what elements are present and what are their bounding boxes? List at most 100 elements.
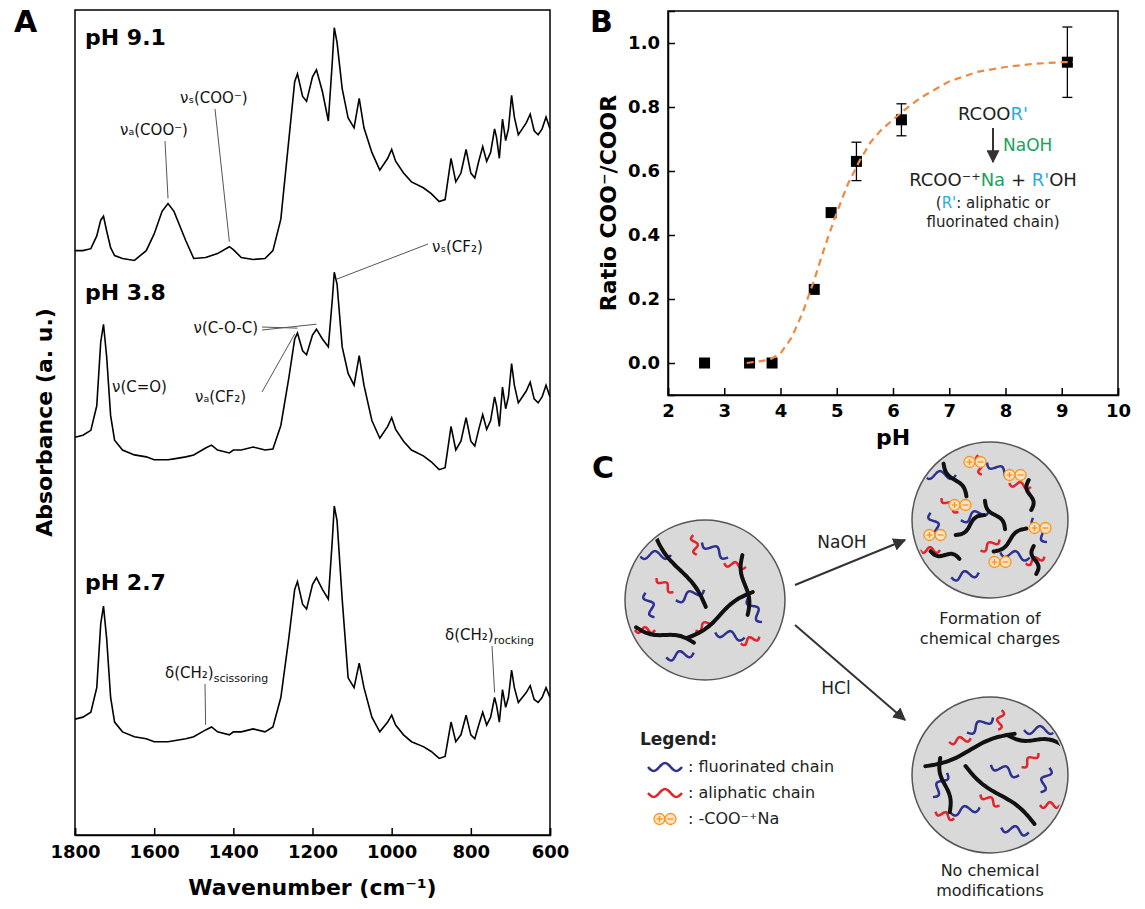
backbone-chain [1026, 480, 1033, 510]
charge-icon [654, 814, 676, 825]
reaction-scheme: RCOOR'NaOHRCOO⁻⁺Na + R'OH(R': aliphatic … [909, 103, 1077, 231]
charge-icon [949, 500, 971, 511]
tick: 0.2 [628, 288, 675, 309]
charge-icon [989, 557, 1011, 568]
charge-sign [938, 534, 944, 535]
charge-sign [1018, 474, 1024, 475]
axis-line [76, 828, 551, 836]
formula-part: OH [1049, 169, 1077, 190]
formula-part: R' [1011, 103, 1028, 124]
particle-body [912, 697, 1068, 853]
error-cap [896, 103, 906, 104]
tick: 1.0 [628, 32, 675, 53]
tick: 6 [887, 388, 900, 421]
charge-sign [659, 816, 660, 822]
charge-sign [994, 559, 995, 565]
aliphatic-chain [691, 535, 698, 555]
spectrum-line [75, 272, 550, 469]
tick: 0.4 [628, 224, 675, 245]
panel-b: 23456789100.00.20.40.60.81.0pHRatio COO⁻… [590, 4, 1131, 450]
band-label: ν(C=O) [112, 378, 167, 396]
leader-line [165, 141, 168, 198]
formula-part: RCOO⁻⁺ [909, 169, 981, 190]
fluorinated-chain [1001, 826, 1029, 835]
backbone-chain [1008, 735, 1062, 745]
tick: 800 [453, 828, 491, 862]
formula-part: Na [981, 169, 1006, 190]
leader-line [492, 646, 495, 693]
charge-sign [929, 532, 930, 538]
tick-label: 0.8 [628, 96, 660, 117]
tick-label: 0.0 [628, 352, 660, 373]
leader-line [215, 109, 229, 242]
tick-mark [1005, 388, 1007, 395]
caption: No chemical [941, 861, 1040, 880]
tick-mark [1062, 388, 1064, 395]
tick-label: 5 [831, 400, 844, 421]
formula: RCOO⁻⁺Na + R'OH [909, 169, 1077, 190]
fluorinated-chain [991, 765, 1019, 777]
charge-circle [989, 557, 1000, 568]
formula: NaOH [1003, 135, 1052, 155]
charge-circle [1040, 523, 1051, 534]
formula-part: NaOH [1003, 135, 1052, 155]
axis: 18001600140012001000800600 [50, 828, 569, 862]
charge-circle [960, 500, 971, 511]
band-label: ν(C-O-C) [194, 319, 259, 337]
tick: 9 [1056, 388, 1069, 421]
tick: 1000 [367, 828, 417, 862]
tick: 1200 [288, 828, 338, 862]
error-cap [851, 142, 861, 143]
particle [912, 697, 1068, 853]
tick-label: 4 [775, 400, 788, 421]
fluorinated-chain [1024, 726, 1056, 734]
formula: (R': aliphatic or [936, 194, 1051, 212]
formula: RCOOR' [958, 103, 1028, 124]
tick-label: 0.2 [628, 288, 660, 309]
band-label: νₐ(COO⁻) [120, 121, 188, 139]
formula: fluorinated chain) [926, 213, 1059, 231]
charge-sign [1009, 472, 1010, 478]
reagent-label: NaOH [817, 532, 866, 552]
tick-mark [668, 299, 675, 301]
error-cap [1062, 26, 1072, 27]
formula-part: R' [942, 194, 957, 212]
axis-title: pH [876, 425, 910, 450]
tick-mark [471, 828, 473, 835]
band-label: νₛ(CF₂) [432, 238, 483, 256]
backbone-chain [741, 555, 750, 615]
fluorinated-chain [951, 571, 979, 580]
charge-circle [935, 530, 946, 541]
reaction-arrow [992, 128, 994, 162]
reaction-arrow [795, 625, 905, 720]
axis-title: Absorbance (a. u.) [32, 308, 57, 537]
figure: 18001600140012001000800600pH 9.1pH 3.8pH… [0, 0, 1145, 909]
caption: Formation of [939, 609, 1041, 628]
tick: 0.6 [628, 160, 675, 181]
tick: 1600 [130, 828, 180, 862]
tick-label: 1000 [367, 841, 417, 862]
tick-label: 7 [943, 400, 956, 421]
tick: 10 [1106, 388, 1131, 421]
panel-a: 18001600140012001000800600pH 9.1pH 3.8pH… [14, 4, 569, 900]
charge-circle [654, 814, 665, 825]
tick-mark [550, 828, 552, 835]
band-label: δ(CH₂)scissoring [165, 664, 268, 685]
fluorinated-chain [950, 806, 980, 815]
tick-label: 800 [453, 841, 491, 862]
leader-line [337, 244, 428, 279]
legend: Legend:: fluorinated chain: aliphatic ch… [640, 729, 834, 828]
data-point [699, 358, 710, 369]
tick-mark [668, 107, 675, 109]
aliphatic-chain [657, 578, 674, 593]
tick-label: 0.4 [628, 224, 660, 245]
tick: 8 [1000, 388, 1013, 421]
backbone-chain [944, 464, 967, 497]
fit-line [747, 62, 1073, 363]
backbone-chain [966, 766, 1035, 824]
legend-swatch [648, 789, 682, 797]
tick: 5 [831, 388, 844, 421]
series-label: pH 3.8 [85, 280, 166, 305]
particle [625, 520, 785, 680]
backbone-chain [985, 501, 1005, 530]
